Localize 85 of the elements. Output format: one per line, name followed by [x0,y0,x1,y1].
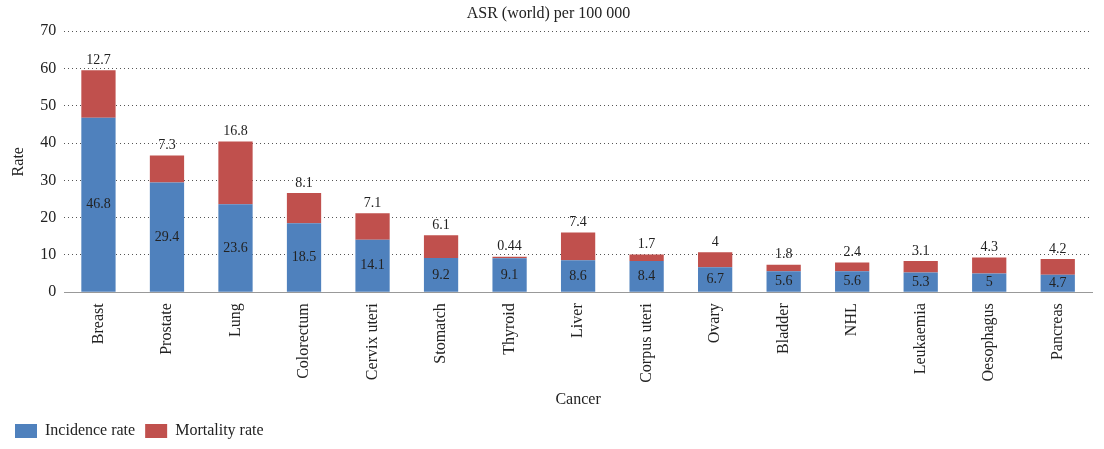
x-tick-label: Corpus uteri [636,302,655,383]
data-label: 4 [711,234,719,250]
data-label: 8.6 [569,267,587,283]
data-label: 8.1 [295,174,313,190]
y-tick-label: 10 [40,245,57,263]
data-label: 23.6 [223,239,248,255]
x-tick-label: Liver [568,302,586,338]
data-label: 7.4 [569,214,587,230]
data-label: 1.7 [637,236,656,252]
bar [492,258,527,292]
data-label: 8.4 [637,268,656,284]
bar [149,182,185,292]
x-tick-label: Lung [225,303,244,338]
data-label: 4.7 [1048,274,1067,290]
bar [629,254,664,261]
data-label: 2.4 [843,244,861,260]
bar [286,223,322,292]
data-label: 1.8 [774,246,793,262]
x-tick-label: Ovary [705,303,724,344]
data-label: 9.2 [432,266,450,282]
bar [423,257,459,292]
bar [972,273,1007,292]
x-tick-label: Breast [88,302,106,345]
y-tick-label: 50 [40,95,57,113]
bar [835,271,870,292]
chart-title: ASR (world) per 100 000 [466,3,631,22]
data-label: 7.3 [158,137,176,153]
x-axis-title: Cancer [555,389,602,407]
y-tick-label: 0 [48,282,57,300]
bar [423,235,459,258]
y-tick-label: 60 [40,58,57,76]
data-label: 4.2 [1048,240,1067,256]
y-tick-label: 70 [40,21,57,39]
data-label: 18.5 [291,249,317,265]
data-label: 29.4 [154,228,180,244]
data-label: 16.8 [223,123,248,139]
data-label: 12.7 [86,52,111,68]
bar [560,232,596,261]
bar [560,260,596,292]
y-axis-title: Rate [8,147,26,177]
data-label: 9.1 [500,266,519,282]
bar [766,271,801,292]
bar [835,262,870,272]
data-label: 6.7 [706,271,724,287]
bar [698,267,733,292]
bar [1040,259,1075,275]
x-tick-label: Prostate [157,303,175,355]
bar [218,204,253,292]
bar [218,141,253,205]
data-label: 5 [985,274,993,290]
legend-label: Incidence rate [45,421,136,439]
x-tick-label: Bladder [773,302,791,354]
y-tick-label: 40 [40,133,57,151]
y-tick-label: 30 [40,170,57,188]
bar [81,70,116,118]
data-label: 5.3 [911,273,930,289]
x-tick-label: Stomatch [431,303,449,364]
bar [698,252,733,268]
data-label: 14.1 [360,257,385,273]
bar [355,213,390,240]
bar [903,272,938,292]
x-tick-label: Oesophagus [979,303,998,382]
data-label: 7.1 [363,194,382,210]
x-tick-label: Leukaemia [910,303,928,375]
x-tick-label: Pancreas [1047,303,1065,361]
bar [81,117,116,292]
x-tick-label: Cervix uteri [362,302,380,381]
data-label: 0.44 [497,238,522,254]
bar [355,239,390,292]
data-label: 46.8 [86,196,111,212]
data-label: 5.6 [843,273,861,289]
data-label: 5.6 [774,273,793,289]
bar [903,260,938,273]
bar [149,155,185,183]
bar [972,257,1007,274]
data-label: 3.1 [911,242,930,258]
data-label: 4.3 [980,239,998,255]
bar [629,260,664,292]
legend-label: Mortality rate [175,421,264,440]
y-tick-label: 20 [40,207,57,225]
x-tick-label: NHL [842,303,860,337]
x-tick-label: Colorectum [294,302,312,379]
bar [286,193,322,224]
x-tick-label: Thyroid [499,303,518,355]
data-label: 6.1 [432,216,450,232]
